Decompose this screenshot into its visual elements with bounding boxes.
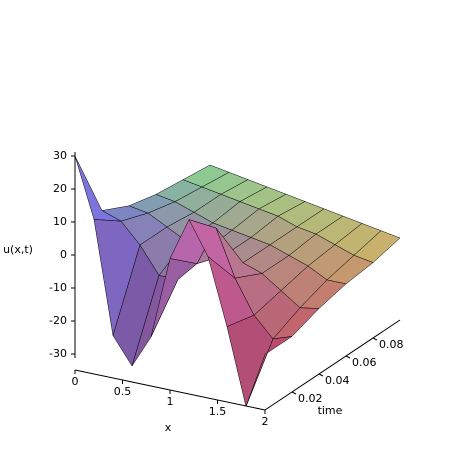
y-tick-label: 0.06	[352, 356, 377, 369]
x-tick-label: 0	[72, 375, 79, 388]
y-axis	[264, 319, 401, 411]
y-tick	[291, 391, 297, 395]
x-axis-label: x	[165, 421, 172, 434]
y-tick-label: 0.02	[298, 392, 323, 405]
y-tick	[318, 373, 324, 377]
z-tick-label: -10	[49, 281, 67, 294]
y-tick	[345, 355, 351, 359]
z-tick-label: 30	[53, 149, 67, 162]
z-tick-label: 0	[60, 248, 67, 261]
y-tick-label: 0.08	[379, 338, 404, 351]
x-tick-label: 1.5	[209, 405, 227, 418]
y-axis-label: time	[318, 404, 343, 417]
z-tick-label: 10	[53, 215, 67, 228]
surface-patch	[245, 336, 293, 407]
x-tick-label: 0.5	[114, 385, 132, 398]
z-axis-label: u(x,t)	[3, 243, 33, 256]
z-tick-label: -30	[49, 347, 67, 360]
z-tick-label: 20	[53, 182, 67, 195]
y-tick-label: 0.04	[325, 374, 350, 387]
x-tick-label: 1	[167, 395, 174, 408]
z-tick-label: -20	[49, 314, 67, 327]
y-tick	[372, 337, 378, 341]
x-tick-label: 2	[262, 415, 269, 428]
